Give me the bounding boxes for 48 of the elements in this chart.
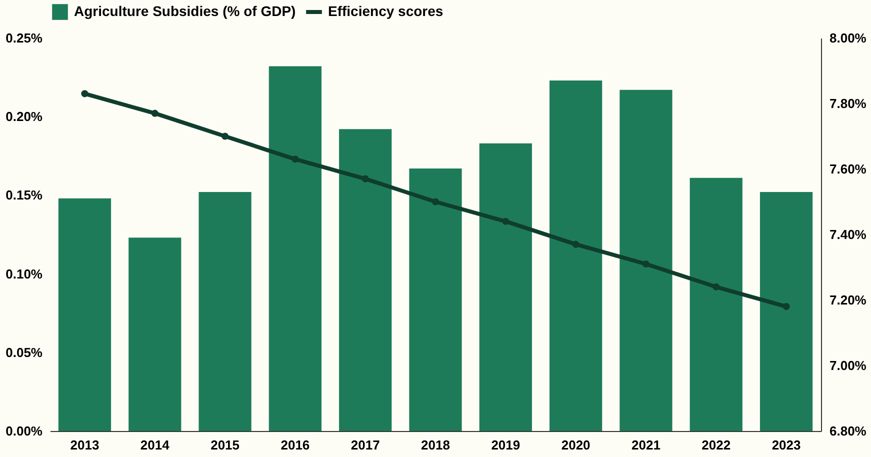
point — [712, 283, 720, 290]
y-tick-label: 0.25% — [6, 30, 43, 46]
bar — [620, 90, 672, 431]
bar — [550, 80, 602, 431]
y-tick-label: 0.10% — [6, 266, 43, 282]
bar — [339, 129, 392, 431]
bar — [268, 66, 322, 431]
point — [362, 175, 369, 182]
x-tick-label: 2019 — [491, 438, 520, 452]
x-tick-label: 2013 — [70, 438, 100, 452]
x-tick-label: 2022 — [702, 438, 731, 452]
x-tick-label: 2021 — [632, 438, 660, 452]
x-tick-label: 2014 — [140, 438, 170, 452]
y2-tick-label: 8.00% — [830, 30, 867, 46]
point — [642, 260, 650, 268]
y2-tick-label: 6.80% — [830, 424, 867, 438]
x-tick-label: 2015 — [210, 438, 240, 452]
bar — [198, 192, 252, 431]
y2-tick-label: 7.20% — [830, 292, 867, 308]
point — [222, 132, 229, 140]
point — [292, 156, 299, 163]
legend-label: Agriculture Subsidies (% of GDP) — [74, 3, 296, 19]
x-tick-label: 2023 — [772, 438, 801, 452]
bar — [58, 198, 112, 431]
y2-tick-label: 7.80% — [830, 96, 867, 111]
bar — [479, 143, 532, 431]
x-tick-label: 2016 — [280, 438, 310, 452]
x-tick-label: 2020 — [561, 438, 590, 452]
legend-label: Efficiency scores — [328, 3, 444, 19]
bar — [409, 168, 462, 431]
y-tick-label: 0.00% — [6, 424, 43, 438]
bar — [760, 192, 813, 431]
y2-tick-label: 7.60% — [830, 162, 867, 176]
point — [572, 240, 580, 248]
bar — [690, 178, 742, 431]
point — [151, 110, 158, 117]
point — [432, 198, 440, 206]
y2-tick-label: 7.00% — [830, 358, 867, 373]
point — [782, 303, 790, 310]
bar — [128, 238, 182, 431]
x-tick-label: 2018 — [421, 438, 450, 452]
point — [502, 218, 510, 225]
x-tick-label: 2017 — [350, 438, 380, 452]
y-tick-label: 0.15% — [6, 188, 43, 203]
y2-tick-label: 7.40% — [830, 227, 867, 242]
y-tick-label: 0.20% — [6, 109, 43, 124]
point — [81, 90, 88, 98]
y-tick-label: 0.05% — [6, 344, 43, 360]
